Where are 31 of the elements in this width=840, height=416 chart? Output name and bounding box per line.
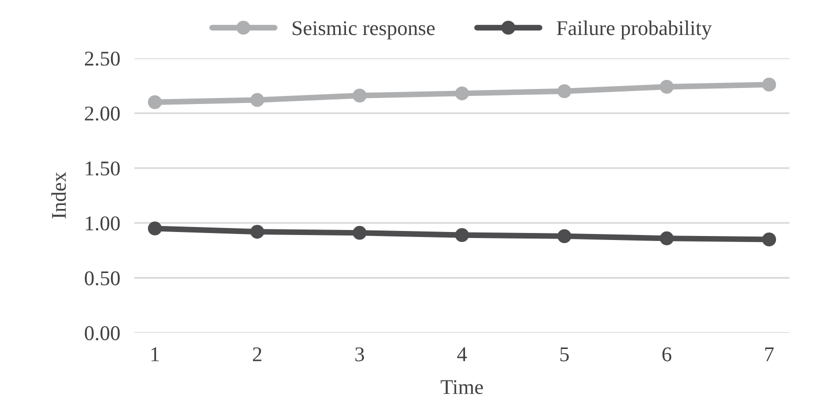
y-tick-label: 1.00 xyxy=(86,216,120,230)
y-tick-label: 2.00 xyxy=(84,106,120,121)
x-tick-label: 1 xyxy=(152,347,159,362)
x-tick-label: 3 xyxy=(355,347,364,362)
point xyxy=(250,93,264,107)
x-tick-label: 4 xyxy=(457,347,467,362)
y-tick-label: 2.50 xyxy=(84,52,120,66)
legend-label: Failure probability xyxy=(556,20,712,40)
point xyxy=(148,222,162,236)
point xyxy=(557,229,572,244)
point xyxy=(455,86,469,100)
point xyxy=(762,232,776,246)
point xyxy=(455,228,469,242)
x-tick-label: 7 xyxy=(765,348,774,362)
y-tick-label: 0.50 xyxy=(84,271,120,286)
point xyxy=(762,78,776,92)
point xyxy=(352,88,367,103)
point xyxy=(250,224,264,239)
point xyxy=(660,231,674,246)
y-tick-label: 0.00 xyxy=(84,326,120,340)
point xyxy=(660,80,674,94)
point xyxy=(148,95,162,110)
x-tick-label: 6 xyxy=(662,347,672,362)
point xyxy=(352,226,367,240)
point xyxy=(557,84,572,98)
x-tick-label: 5 xyxy=(560,348,569,362)
y-tick-label: 1.50 xyxy=(86,161,120,176)
x-tick-label: 2 xyxy=(252,347,262,362)
x-axis-title: Time xyxy=(440,380,483,394)
legend-label: Seismic response xyxy=(292,21,435,40)
y-axis-title: Index xyxy=(51,172,66,218)
